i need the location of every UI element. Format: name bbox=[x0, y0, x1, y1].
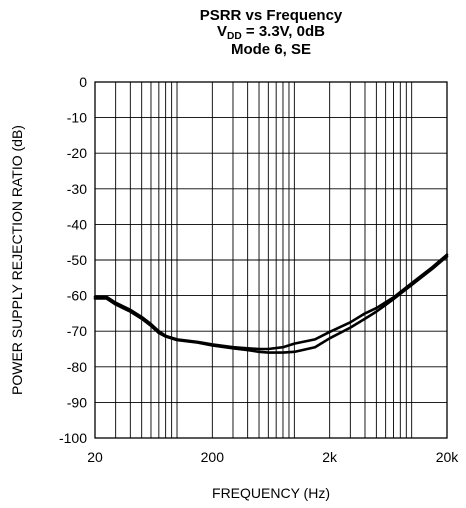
y-tick-label: -80 bbox=[67, 359, 87, 375]
x-tick-label: 2k bbox=[322, 449, 338, 465]
y-tick-label: -60 bbox=[67, 288, 87, 304]
y-tick-label: -100 bbox=[59, 430, 87, 446]
title-line-1: PSRR vs Frequency bbox=[199, 7, 343, 24]
y-tick-label: -90 bbox=[67, 394, 87, 410]
x-tick-label: 200 bbox=[201, 449, 225, 465]
series-layer bbox=[93, 253, 449, 354]
y-tick-label: -20 bbox=[67, 145, 87, 161]
y-tick-label: 0 bbox=[79, 74, 87, 90]
y-axis-label: POWER SUPPLY REJECTION RATIO (dB) bbox=[9, 125, 25, 395]
series-line-2 bbox=[93, 253, 449, 351]
series-line-1 bbox=[93, 255, 449, 354]
plot-frame bbox=[94, 81, 448, 439]
x-tick-label: 20 bbox=[87, 449, 103, 465]
y-tick-label: -40 bbox=[67, 216, 87, 232]
title-line-2: VDD = 3.3V, 0dB bbox=[95, 23, 447, 43]
grid-layer bbox=[95, 82, 447, 438]
y-tick-label: -70 bbox=[67, 323, 87, 339]
title-vdd-prefix: V bbox=[217, 23, 228, 40]
chart-title: PSRR vs Frequency VDD = 3.3V, 0dB Mode 6… bbox=[95, 8, 447, 58]
y-tick-label: -10 bbox=[67, 110, 87, 126]
y-tick-label: -30 bbox=[67, 181, 87, 197]
title-vdd-suffix: = 3.3V, 0dB bbox=[241, 23, 325, 40]
title-vdd-subscript: DD bbox=[227, 31, 242, 42]
y-tick-label: -50 bbox=[67, 252, 87, 268]
x-axis-label: FREQUENCY (Hz) bbox=[212, 485, 330, 501]
title-line-3: Mode 6, SE bbox=[230, 41, 312, 58]
x-tick-label: 20k bbox=[436, 449, 460, 465]
